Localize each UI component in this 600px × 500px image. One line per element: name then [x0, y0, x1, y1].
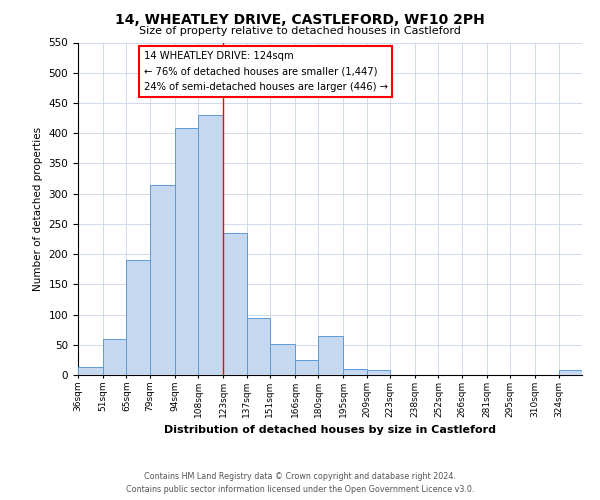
- X-axis label: Distribution of detached houses by size in Castleford: Distribution of detached houses by size …: [164, 426, 496, 436]
- Y-axis label: Number of detached properties: Number of detached properties: [33, 126, 43, 291]
- Text: 14 WHEATLEY DRIVE: 124sqm
← 76% of detached houses are smaller (1,447)
24% of se: 14 WHEATLEY DRIVE: 124sqm ← 76% of detac…: [143, 51, 388, 92]
- Bar: [78, 367, 103, 375]
- Bar: [247, 318, 270, 375]
- Bar: [559, 370, 582, 375]
- Text: 14, WHEATLEY DRIVE, CASTLEFORD, WF10 2PH: 14, WHEATLEY DRIVE, CASTLEFORD, WF10 2PH: [115, 12, 485, 26]
- Bar: [319, 336, 343, 375]
- Bar: [367, 370, 390, 375]
- Bar: [223, 233, 247, 375]
- Bar: [127, 260, 150, 375]
- Bar: [150, 184, 175, 375]
- Bar: [103, 338, 127, 375]
- Text: Contains HM Land Registry data © Crown copyright and database right 2024.
Contai: Contains HM Land Registry data © Crown c…: [126, 472, 474, 494]
- Bar: [175, 128, 198, 375]
- Bar: [295, 360, 319, 375]
- Text: Size of property relative to detached houses in Castleford: Size of property relative to detached ho…: [139, 26, 461, 36]
- Bar: [198, 115, 223, 375]
- Bar: [343, 369, 367, 375]
- Bar: [270, 344, 295, 375]
